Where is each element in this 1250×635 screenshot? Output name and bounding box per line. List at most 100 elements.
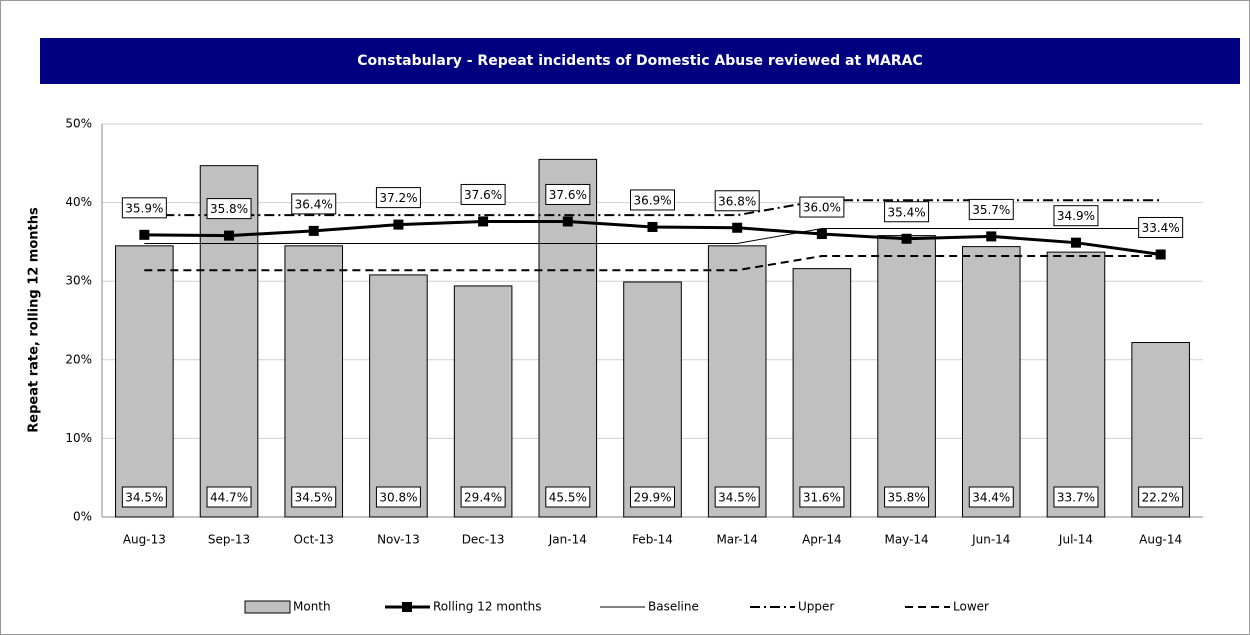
header-band bbox=[40, 38, 1240, 84]
bar-value-label: 44.7% bbox=[210, 491, 248, 505]
line-value-label-box bbox=[121, 197, 167, 219]
x-tick-label: Aug-13 bbox=[123, 533, 166, 547]
bar bbox=[792, 268, 852, 518]
y-axis-label: Repeat rate, rolling 12 months bbox=[27, 207, 42, 433]
marker bbox=[816, 229, 827, 240]
bar bbox=[199, 165, 259, 518]
marker bbox=[139, 229, 150, 240]
x-tick-label: Oct-13 bbox=[294, 533, 334, 547]
bar-value-label-box bbox=[799, 486, 845, 508]
bar-value-label-box bbox=[968, 486, 1014, 508]
bar bbox=[1046, 251, 1106, 518]
line-value-label-box bbox=[884, 201, 930, 223]
line-value-label-box bbox=[545, 183, 591, 205]
line-value-label: 33.4% bbox=[1142, 221, 1180, 235]
bar bbox=[707, 245, 767, 518]
bar bbox=[538, 158, 598, 518]
marker bbox=[732, 222, 743, 233]
legend-label: Baseline bbox=[648, 600, 699, 614]
line-value-label: 36.9% bbox=[633, 193, 671, 207]
x-tick-label: May-14 bbox=[884, 533, 928, 547]
marker bbox=[1070, 237, 1081, 248]
legend-label: Upper bbox=[798, 600, 834, 614]
x-tick-label: Jan-14 bbox=[548, 533, 587, 547]
bar-value-label-box bbox=[630, 486, 675, 508]
marker bbox=[901, 233, 912, 244]
legend-label: Month bbox=[293, 600, 331, 614]
x-tick-label: Aug-14 bbox=[1139, 533, 1182, 547]
line-value-label-box bbox=[714, 190, 760, 212]
marker bbox=[1155, 249, 1166, 260]
bar-value-label: 45.5% bbox=[549, 491, 587, 505]
bar-value-label: 35.8% bbox=[888, 491, 926, 505]
line-value-label: 36.4% bbox=[295, 197, 333, 211]
bar bbox=[115, 245, 174, 518]
bar-value-label: 29.9% bbox=[633, 491, 671, 505]
bar bbox=[453, 285, 513, 518]
marker bbox=[224, 230, 235, 241]
x-tick-label: Sep-13 bbox=[208, 533, 250, 547]
chart-title: Constabulary - Repeat incidents of Domes… bbox=[357, 53, 922, 69]
line-value-label: 37.2% bbox=[379, 191, 417, 205]
bar bbox=[623, 281, 682, 518]
bar bbox=[284, 245, 344, 518]
marker bbox=[647, 221, 658, 232]
bar-value-label: 34.5% bbox=[295, 491, 333, 505]
line-value-label: 36.0% bbox=[803, 201, 841, 215]
x-tick-label: Apr-14 bbox=[802, 533, 842, 547]
x-tick-label: Nov-13 bbox=[377, 533, 420, 547]
marker bbox=[562, 216, 573, 227]
line-value-label: 37.6% bbox=[549, 188, 587, 202]
bar-value-label: 33.7% bbox=[1057, 491, 1095, 505]
x-tick-label: Dec-13 bbox=[462, 533, 505, 547]
bar bbox=[369, 274, 428, 518]
line-value-label: 35.8% bbox=[210, 202, 248, 216]
bar-value-label: 34.5% bbox=[718, 491, 756, 505]
bar-value-label-box bbox=[375, 486, 421, 508]
line-value-label: 35.4% bbox=[888, 205, 926, 219]
marker bbox=[986, 231, 997, 242]
legend-swatch bbox=[244, 600, 291, 614]
line-value-label-box bbox=[630, 189, 675, 211]
x-tick-label: Jun-14 bbox=[971, 533, 1010, 547]
y-tick-label: 10% bbox=[65, 431, 92, 445]
line-series bbox=[144, 228, 1161, 244]
bar-value-label-box bbox=[291, 486, 337, 508]
bar-value-label: 34.5% bbox=[125, 491, 163, 505]
bar-value-label-box bbox=[1138, 486, 1184, 508]
bar-value-label: 31.6% bbox=[803, 491, 841, 505]
y-tick-label: 40% bbox=[65, 195, 92, 209]
bar-value-label-box bbox=[884, 486, 930, 508]
bar-value-label-box bbox=[460, 486, 506, 508]
line-series bbox=[144, 255, 1161, 272]
marker bbox=[478, 216, 489, 227]
bar-value-label: 22.2% bbox=[1142, 491, 1180, 505]
y-tick-label: 30% bbox=[65, 274, 92, 288]
line-value-label: 35.7% bbox=[972, 203, 1010, 217]
line-value-label: 36.8% bbox=[718, 194, 756, 208]
legend-marker bbox=[402, 602, 412, 612]
bar bbox=[961, 246, 1021, 518]
line-value-label-box bbox=[1138, 216, 1184, 238]
x-tick-label: Mar-14 bbox=[716, 533, 757, 547]
legend-label: Lower bbox=[953, 600, 989, 614]
bar-value-label-box bbox=[121, 486, 167, 508]
line-value-label-box bbox=[375, 187, 421, 209]
x-tick-label: Feb-14 bbox=[632, 533, 673, 547]
legend-label: Rolling 12 months bbox=[433, 600, 541, 614]
line-value-label-box bbox=[291, 193, 337, 215]
bar-value-label: 30.8% bbox=[379, 491, 417, 505]
line-value-label: 35.9% bbox=[125, 201, 163, 215]
y-tick-label: 20% bbox=[65, 352, 92, 366]
bar bbox=[877, 235, 936, 518]
bar-value-label-box bbox=[1053, 486, 1099, 508]
marker bbox=[393, 219, 404, 230]
line-value-label-box bbox=[799, 196, 845, 218]
line-value-label: 34.9% bbox=[1057, 209, 1095, 223]
bar-value-label: 34.4% bbox=[972, 491, 1010, 505]
y-tick-label: 50% bbox=[65, 117, 92, 131]
bar-value-label-box bbox=[545, 486, 591, 508]
y-tick-label: 0% bbox=[73, 510, 92, 524]
line-value-label-box bbox=[1053, 205, 1099, 227]
